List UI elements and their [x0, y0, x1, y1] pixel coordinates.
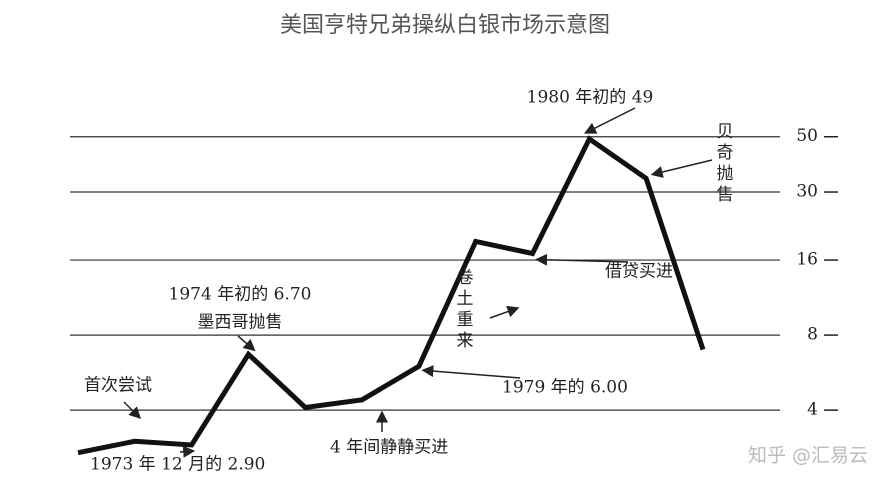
annotation: 1974 年初的 6.70	[169, 285, 312, 305]
annotation-arrow	[179, 445, 196, 458]
annotation: 1979 年的 6.00	[502, 378, 628, 398]
watermark: 知乎 @汇易云	[748, 445, 868, 467]
annotation: 4 年间静静买进	[330, 438, 448, 458]
y-tick-label: 50	[796, 126, 818, 146]
annotation: 贝奇抛售	[713, 122, 734, 206]
annotation-arrow	[237, 335, 256, 352]
annotation-arrow	[650, 159, 713, 178]
y-tick-label: 30	[796, 182, 818, 202]
y-tick-label: 8	[807, 325, 818, 345]
annotation: 墨西哥抛售	[198, 313, 283, 333]
annotation-arrow	[123, 401, 142, 420]
annotation: 卷土重来	[453, 268, 474, 352]
annotation: 1980 年初的 49	[527, 88, 654, 108]
annotation-arrow	[584, 107, 636, 134]
y-tick-label: 16	[796, 250, 818, 270]
annotation: 首次尝试	[84, 376, 152, 396]
annotation: 1973 年 12 月的 2.90	[90, 455, 265, 475]
line	[77, 135, 706, 456]
annotation-arrow	[535, 253, 629, 266]
annotation: 借贷买进	[605, 262, 673, 282]
annotation-arrow	[489, 305, 520, 319]
chart-title: 美国亨特兄弟操纵白银市场示意图	[280, 13, 610, 38]
y-tick-label: 4	[807, 400, 818, 420]
annotation-arrow	[421, 365, 521, 379]
